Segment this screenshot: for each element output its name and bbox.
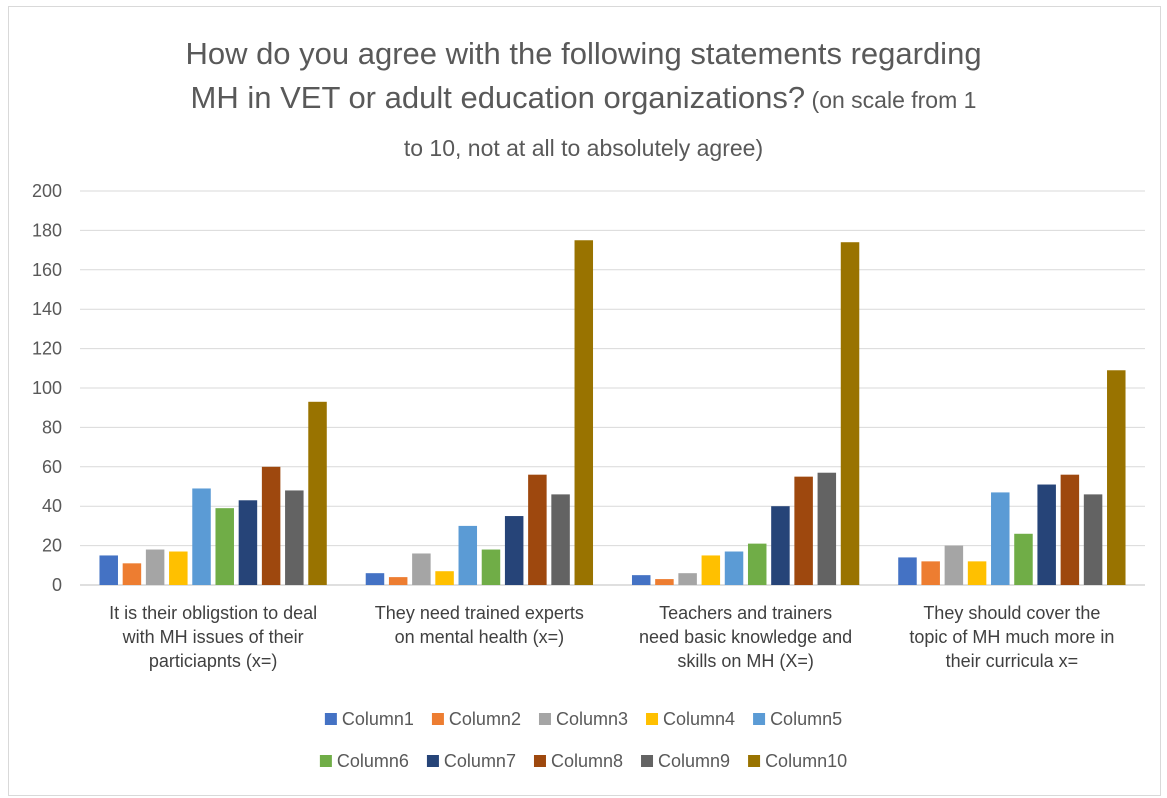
bar-column5-cat4: [991, 492, 1010, 585]
bar-column10-cat3: [840, 242, 860, 585]
bar-column7-cat2: [504, 516, 524, 585]
x-category-label-line: on mental health (x=): [395, 627, 565, 647]
x-category-label-line: with MH issues of their: [122, 627, 304, 647]
y-tick-label: 100: [32, 378, 62, 398]
title-line-2: MH in VET or adult education organizatio…: [190, 80, 806, 115]
legend-swatch-column8: [533, 755, 546, 767]
bar-column4-cat1: [169, 551, 188, 585]
legend-swatch-column2: [431, 713, 444, 725]
bar-column2-cat4: [921, 561, 940, 585]
bar-column9-cat4: [1083, 494, 1103, 585]
bar-column6-cat2: [481, 549, 501, 585]
bar-column7-cat3: [771, 506, 790, 585]
x-category-label-line: They should cover the: [923, 603, 1100, 623]
y-tick-label: 40: [42, 496, 62, 516]
bar-column9-cat2: [551, 494, 570, 585]
y-tick-label: 140: [32, 299, 62, 319]
x-category-label-line: It is their obligstion to deal: [109, 603, 317, 623]
bar-column8-cat4: [1060, 474, 1080, 585]
bar-column3-cat1: [145, 549, 165, 585]
legend-label-column6: Column6: [337, 751, 409, 771]
title-subtitle-2: to 10, not at all to absolutely agree): [403, 135, 764, 161]
bar-column3-cat2: [412, 553, 431, 585]
bar-column4-cat2: [435, 571, 454, 585]
x-category-label: Teachers and trainers need basic knowledg…: [639, 603, 852, 671]
y-tick-label: 120: [32, 339, 62, 359]
legend-label-column10: Column10: [765, 751, 847, 771]
bar-column3-cat4: [944, 545, 964, 585]
bar-column5-cat3: [724, 551, 744, 585]
bar-column8-cat1: [261, 466, 281, 585]
bar-column10-cat1: [308, 401, 327, 585]
y-tick-label: 60: [42, 457, 62, 477]
bar-column6-cat1: [215, 508, 234, 585]
legend-label-column7: Column7: [444, 751, 516, 771]
x-category-label: They should cover the topic of MH much mo…: [909, 603, 1114, 671]
x-category-label-line: Teachers and trainers: [659, 603, 832, 623]
x-category-label-line: need basic knowledge and: [639, 627, 852, 647]
bar-column5-cat2: [458, 525, 478, 585]
title-line-1: How do you agree with the following stat…: [185, 36, 982, 71]
y-tick-label: 80: [42, 417, 62, 437]
y-tick-label: 20: [42, 536, 62, 556]
bar-column2-cat2: [388, 577, 408, 585]
legend-swatch-column4: [646, 713, 659, 725]
bar-column9-cat3: [817, 472, 837, 585]
bar-column1-cat4: [898, 557, 917, 585]
x-category-label: They need trained experts on mental healt…: [375, 603, 584, 647]
legend-swatch-column10: [748, 755, 761, 767]
legend-label-column9: Column9: [658, 751, 730, 771]
x-category-label-line: particiapnts (x=): [149, 651, 278, 671]
legend-swatch-column7: [426, 755, 439, 767]
legend-swatch-column5: [753, 713, 766, 725]
bar-column1-cat2: [365, 573, 385, 585]
bar-column7-cat4: [1037, 484, 1056, 585]
y-tick-label: 180: [32, 220, 62, 240]
legend-label-column8: Column8: [551, 751, 623, 771]
bar-column7-cat1: [238, 500, 258, 585]
bar-column1-cat3: [631, 575, 651, 585]
bar-column4-cat3: [701, 555, 721, 585]
legend-swatch-column6: [319, 755, 332, 767]
bar-column6-cat4: [1014, 533, 1033, 585]
legend-label-column2: Column2: [449, 709, 521, 729]
bar-column4-cat4: [967, 561, 987, 585]
x-category-label-line: their curricula x=: [946, 651, 1079, 671]
bar-column3-cat3: [678, 573, 697, 585]
bar-column6-cat3: [747, 543, 767, 585]
legend-label-column3: Column3: [556, 709, 628, 729]
legend-label-column4: Column4: [663, 709, 735, 729]
legend-label-column5: Column5: [770, 709, 842, 729]
legend-swatch-column3: [538, 713, 551, 725]
chart-title: How do you agree with the following stat…: [0, 32, 1167, 170]
x-category-label-line: topic of MH much more in: [909, 627, 1114, 647]
bar-column2-cat1: [122, 563, 142, 585]
title-subtitle-1: (on scale from 1: [805, 87, 977, 113]
y-tick-label: 0: [52, 575, 62, 595]
y-tick-label: 200: [32, 181, 62, 201]
bar-column2-cat3: [655, 579, 674, 585]
bar-column8-cat2: [528, 474, 547, 585]
bar-column10-cat4: [1107, 370, 1126, 585]
legend-swatch-column1: [324, 713, 337, 725]
legend-swatch-column9: [641, 755, 654, 767]
x-category-label-line: skills on MH (X=): [677, 651, 814, 671]
bar-column5-cat1: [192, 488, 211, 585]
bar-column9-cat1: [285, 490, 304, 585]
y-tick-label: 160: [32, 260, 62, 280]
x-category-label: It is their obligstion to deal with MH is…: [109, 603, 317, 671]
bar-column8-cat3: [794, 476, 813, 585]
bar-column1-cat1: [99, 555, 118, 585]
legend-label-column1: Column1: [342, 709, 414, 729]
bar-column10-cat2: [574, 240, 594, 585]
x-category-label-line: They need trained experts: [375, 603, 584, 623]
